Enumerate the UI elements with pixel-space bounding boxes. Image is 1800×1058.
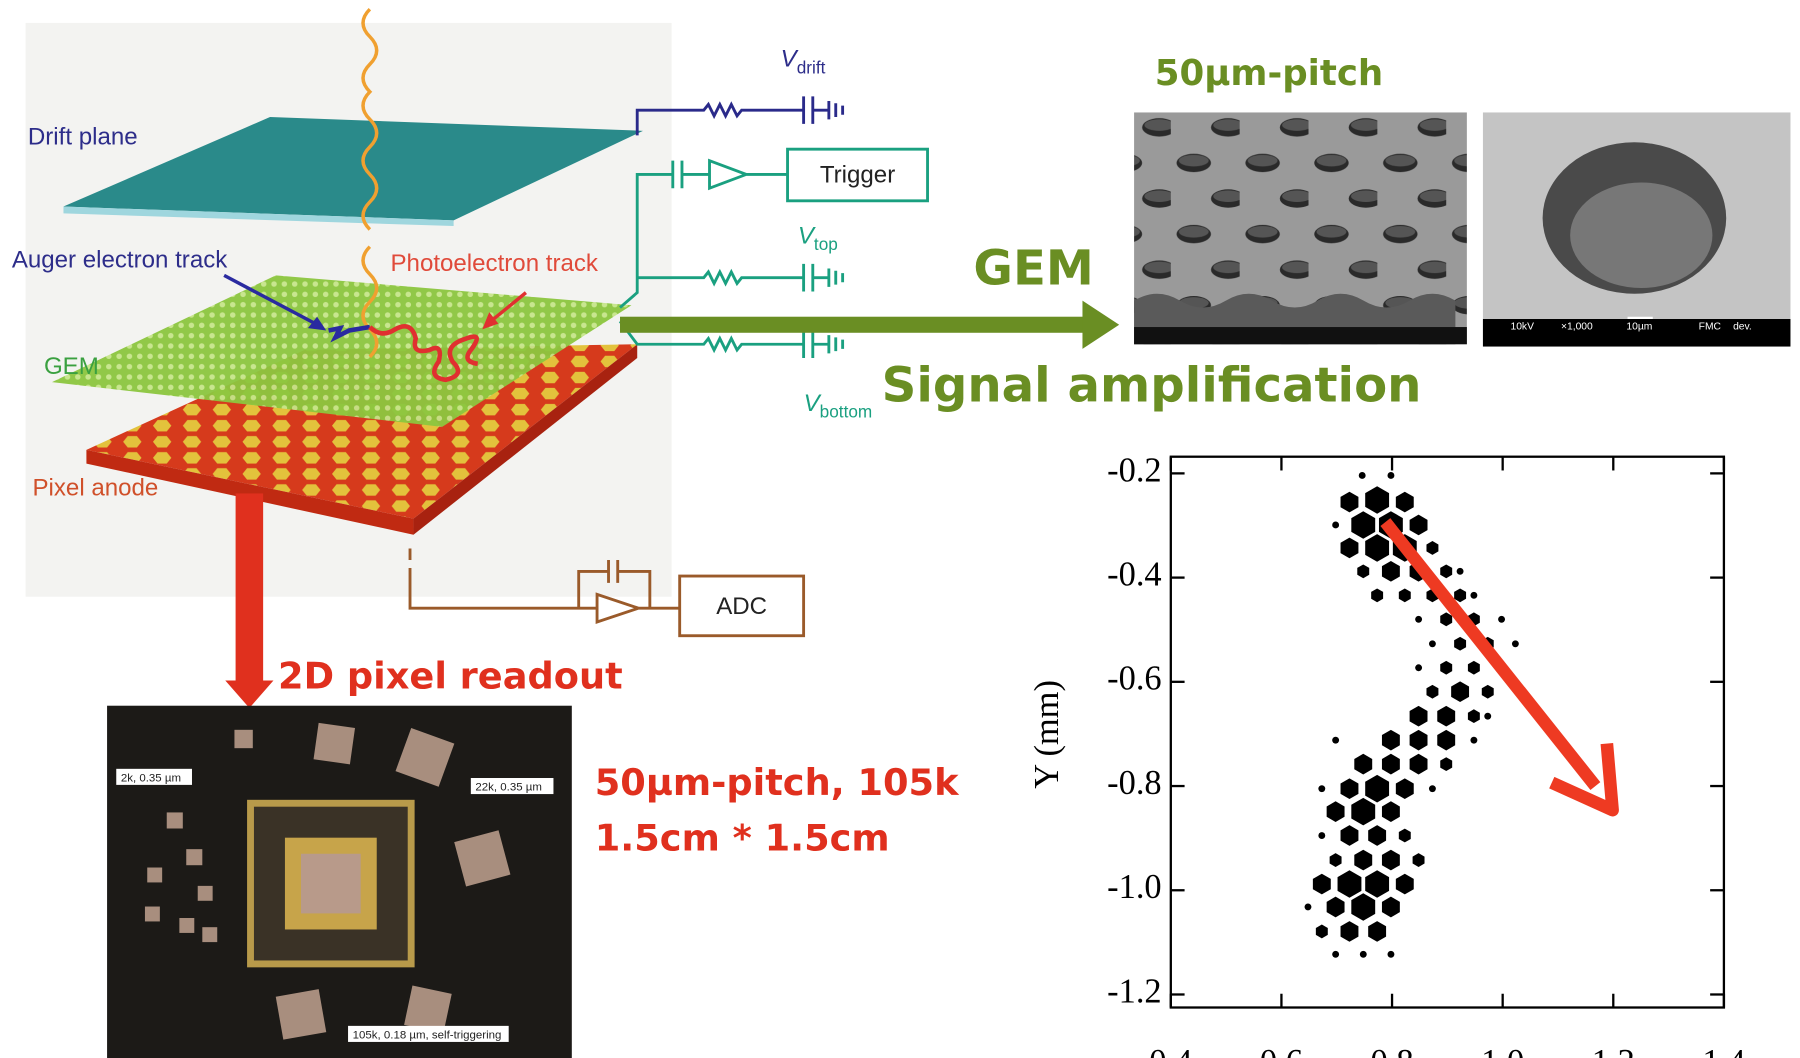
y-tick-label: -1.2 [1107,972,1161,1010]
hex-pixel [1415,616,1422,623]
hex-pixel [1429,785,1436,792]
voltage-subscript: bottom [820,402,873,422]
y-tick-label: -0.4 [1107,556,1161,594]
sem-image-hole: 10kV ×1,000 10µm FMC dev. [1483,112,1791,346]
chip-callout-text: 105k, 0.18 µm, self-triggering [353,1029,502,1041]
hex-pixel [1332,951,1339,958]
readout-arrow-head [225,680,273,708]
x-tick-label: 1.4 [1702,1043,1745,1058]
hex-pixel [1498,616,1505,623]
sem-infobar [1134,327,1467,344]
voltage-label: Vtop [798,222,838,254]
pitch-label: 50µm-pitch [1155,53,1384,94]
voltage-label: Vbottom [804,390,873,422]
diagram-label: GEM [44,353,99,380]
voltage-subscript: top [814,234,838,254]
hex-pixel [1470,592,1477,599]
diagram-label: Drift plane [28,124,138,151]
gem-arrow-shaft [620,317,1085,333]
sem-caption: FMC [1699,321,1722,332]
slide: Drift plane Auger electron track Photoel… [0,0,1800,1058]
hex-pixel [1359,472,1366,479]
amplification-label: Signal amplification [882,358,1422,414]
hex-pixel [1332,737,1339,744]
diagram-label: Photoelectron track [391,250,599,277]
hex-pixel [1429,640,1436,647]
y-tick-label: -0.6 [1107,660,1161,698]
hex-pixel [1332,522,1339,529]
x-tick-label: 1.0 [1481,1043,1524,1058]
hex-pixel [1470,737,1477,744]
sem-caption: 10µm [1626,321,1652,332]
y-axis-label: Y (mm) [1028,680,1066,789]
sem-image-array [1134,112,1467,344]
gem-label: GEM [973,241,1093,297]
hex-pixel [1305,903,1312,910]
x-tick-label: 0.8 [1371,1043,1414,1058]
voltage-subscript: drift [797,57,826,77]
voltage-label: Vdrift [781,46,826,78]
sem-hole-floor [1570,182,1712,288]
hex-pixel [1415,664,1422,671]
chip-spec: 50µm-pitch, 105k [595,761,960,804]
y-tick-label: -0.8 [1107,764,1161,802]
chip-callout-text: 2k, 0.35 µm [121,772,181,784]
hex-pixel [1388,472,1395,479]
hex-pixel [1360,951,1367,958]
chip-die [301,854,361,914]
gem-arrow-head [1082,301,1119,349]
hex-pixel [1388,951,1395,958]
readout-label: 2D pixel readout [278,655,623,698]
diagram-label: Auger electron track [12,246,228,273]
hex-pixel [1512,640,1519,647]
chip-spec: 1.5cm * 1.5cm [595,816,890,859]
hex-pixel [1318,832,1325,839]
hex-pixel [1484,713,1491,720]
sem-caption: 10kV [1510,321,1534,332]
diagram-label: Trigger [820,161,895,188]
diagram-label: Pixel anode [32,475,158,502]
y-tick-label: -0.2 [1107,451,1161,489]
y-tick-label: -1.0 [1107,868,1161,906]
chip-callout-text: 22k, 0.35 µm [475,782,542,794]
readout-arrow-shaft [236,493,264,682]
x-tick-label: 0.6 [1260,1043,1303,1058]
hex-pixel [1318,785,1325,792]
x-tick-label: 1.2 [1592,1043,1635,1058]
diagram-label: ADC [716,593,767,620]
hex-pixel [1457,568,1464,575]
chip-photo: 2k, 0.35 µm 22k, 0.35 µm 105k, 0.18 µm, … [107,706,572,1058]
x-tick-label: 0.4 [1149,1043,1192,1058]
sem-caption: dev. [1733,321,1752,332]
sem-caption: ×1,000 [1561,321,1593,332]
track-plot: Y (mm) -0.2 -0.4 -0.6 -0.8 -1.0 -1.2 0.4 0.6 0.8… [1028,451,1745,1058]
